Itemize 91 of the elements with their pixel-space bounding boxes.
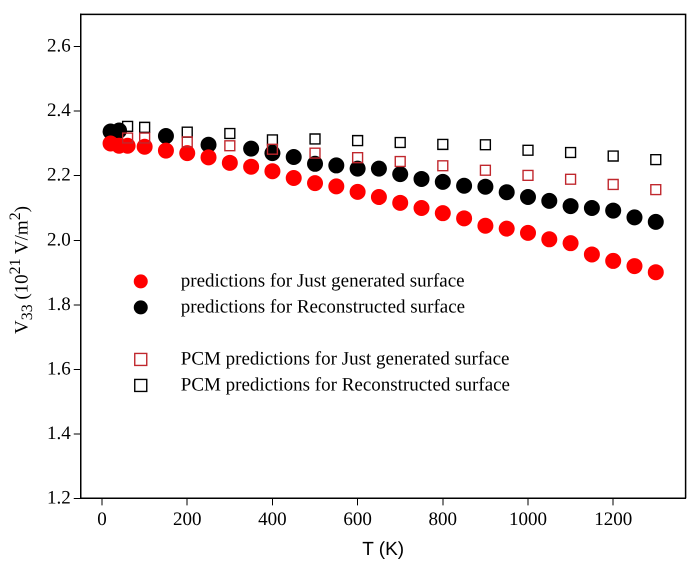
point — [350, 160, 366, 177]
point — [286, 170, 302, 186]
point — [564, 174, 576, 185]
point — [584, 200, 600, 216]
point — [309, 133, 321, 145]
y-tick-label: 1.8 — [47, 294, 71, 315]
point — [477, 178, 494, 195]
x-tick-label: 1200 — [594, 508, 632, 530]
point — [477, 218, 494, 234]
point — [562, 235, 579, 252]
point — [122, 132, 134, 144]
x-tick-label: 200 — [172, 508, 202, 530]
point — [541, 231, 558, 248]
legend-label: predictions for Reconstructed surface — [180, 296, 466, 318]
point — [584, 246, 600, 262]
point — [286, 149, 302, 166]
x-tick-label: 1000 — [509, 508, 547, 530]
point — [370, 189, 387, 206]
point — [307, 175, 324, 192]
y-tick-label: 1.4 — [47, 422, 72, 444]
point — [309, 147, 321, 159]
point — [370, 160, 387, 177]
point — [394, 156, 406, 168]
point — [520, 224, 536, 241]
point — [626, 209, 642, 226]
point — [266, 134, 278, 146]
point — [498, 220, 515, 237]
point — [648, 264, 664, 280]
point — [648, 214, 664, 230]
point — [608, 178, 619, 190]
point — [522, 170, 534, 182]
point — [352, 152, 364, 164]
point — [328, 157, 344, 174]
point — [264, 163, 280, 180]
point — [605, 252, 622, 269]
x-tick-label: 0 — [97, 508, 107, 530]
y-tick-label: 2.2 — [47, 164, 71, 186]
point — [414, 170, 430, 187]
point — [224, 140, 236, 152]
point — [541, 192, 558, 209]
point — [456, 210, 472, 226]
y-tick-label: 1.2 — [47, 487, 71, 508]
x-tick-label: 600 — [343, 508, 372, 530]
point — [564, 146, 576, 158]
point — [243, 140, 260, 157]
y-tick-label: 2.0 — [47, 229, 71, 250]
x-axis-title: T (K) — [362, 538, 404, 560]
point — [608, 150, 619, 162]
point — [562, 198, 579, 214]
point — [650, 184, 662, 196]
legend-label: predictions for Just generated surface — [180, 270, 465, 292]
point — [434, 205, 451, 222]
point — [498, 184, 515, 200]
point — [158, 128, 174, 144]
legend-label: PCM predictions for Reconstructed surface — [180, 374, 510, 396]
y-tick-label: 1.6 — [47, 358, 71, 380]
point — [456, 178, 472, 194]
x-tick-label: 400 — [258, 508, 287, 530]
point — [522, 144, 534, 156]
point — [138, 132, 150, 144]
legend-label: PCM predictions for Just generated surface — [180, 348, 510, 370]
point — [394, 136, 406, 148]
point — [200, 149, 217, 166]
point — [650, 154, 662, 166]
point — [122, 120, 134, 132]
point — [243, 158, 260, 175]
point — [222, 154, 238, 171]
point — [307, 156, 324, 172]
point — [138, 122, 150, 133]
x-tick-label: 800 — [428, 508, 458, 530]
point — [605, 202, 622, 219]
y-tick-label: 2.4 — [47, 100, 72, 122]
y-tick-label: 2.6 — [47, 36, 71, 57]
point — [414, 200, 430, 216]
point — [520, 189, 536, 206]
point — [480, 164, 492, 176]
point — [392, 194, 408, 211]
point — [626, 258, 642, 274]
point — [437, 160, 448, 172]
point — [350, 184, 366, 200]
point — [437, 138, 448, 150]
point — [434, 174, 451, 190]
point — [182, 136, 193, 148]
point — [182, 126, 193, 138]
point — [179, 145, 196, 162]
point — [480, 139, 492, 150]
point — [224, 128, 236, 140]
point — [352, 134, 364, 146]
point — [158, 142, 174, 159]
point — [328, 178, 344, 194]
point — [392, 166, 408, 182]
